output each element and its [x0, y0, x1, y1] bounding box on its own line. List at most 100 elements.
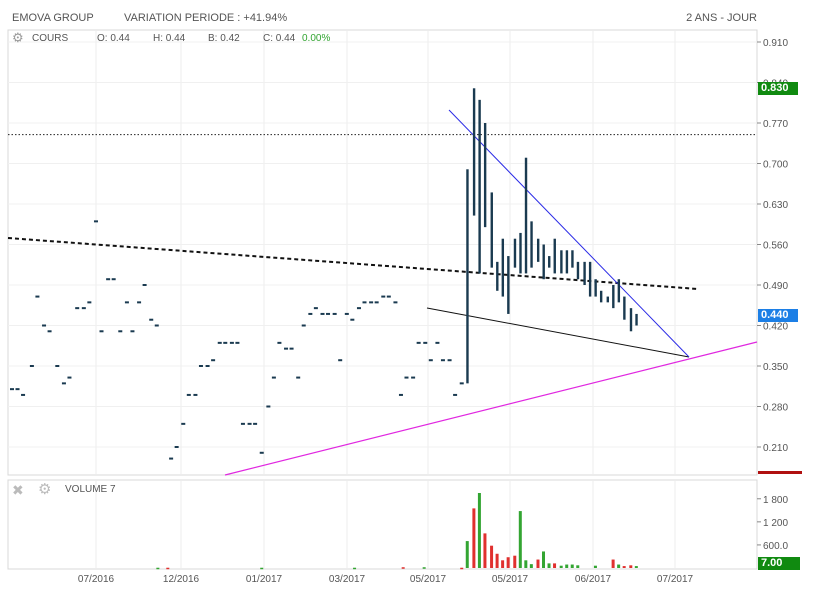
- price-dot: [247, 422, 252, 425]
- price-dot: [381, 295, 386, 298]
- ohlc-bar: [501, 238, 505, 297]
- price-dot: [240, 422, 245, 425]
- ohlc-bar: [553, 238, 556, 274]
- ohlc-bar: [560, 250, 563, 274]
- price-dot: [174, 446, 179, 448]
- price-dot: [356, 307, 361, 310]
- price-dot: [142, 284, 147, 286]
- price-dot: [320, 312, 325, 315]
- ohlc-bar: [606, 296, 609, 303]
- ohlc-bar: [472, 88, 476, 216]
- volume-bar: [617, 564, 621, 568]
- price-dot: [428, 359, 433, 362]
- price-last-marker: 0.440: [758, 309, 798, 322]
- volume-bar: [513, 555, 517, 568]
- volume-bar: [547, 563, 551, 568]
- price-dot: [47, 330, 52, 333]
- volume-tick-label: 600.0: [763, 541, 788, 552]
- ohlc-bar: [507, 256, 510, 314]
- ohlc-bar: [524, 157, 528, 274]
- y-tick-label: 0.280: [763, 403, 788, 414]
- price-dot: [332, 312, 337, 315]
- price-dot: [350, 318, 355, 321]
- volume-bar: [465, 541, 469, 568]
- price-dot: [99, 330, 104, 333]
- price-panel-title: COURS: [32, 33, 69, 44]
- y-tick-label: 0.490: [763, 281, 788, 292]
- y-tick-label: 0.560: [763, 241, 788, 252]
- price-dot: [29, 365, 34, 367]
- y-tick-label: 0.910: [763, 38, 788, 49]
- volume-bar: [542, 551, 546, 568]
- price-dot: [106, 278, 111, 281]
- price-dot: [93, 220, 98, 223]
- price-dot: [289, 347, 294, 350]
- volume-bar: [570, 564, 574, 568]
- close-value: C: 0.44: [263, 33, 296, 44]
- support-trendline: [426, 307, 690, 358]
- price-dot: [398, 393, 403, 396]
- x-tick-label: 07/2016: [78, 574, 115, 585]
- price-dot: [193, 393, 198, 396]
- close-icon[interactable]: ✖: [12, 482, 24, 498]
- x-tick-label: 03/2017: [329, 574, 366, 585]
- volume-bar: [460, 567, 464, 570]
- ohlc-bar: [617, 279, 621, 303]
- price-dot: [217, 341, 222, 344]
- price-dot: [118, 330, 123, 333]
- price-dot: [169, 457, 174, 460]
- company-name: EMOVA GROUP: [12, 12, 94, 24]
- price-dot: [326, 312, 331, 315]
- volume-bar: [576, 565, 580, 568]
- price-dot: [284, 347, 289, 350]
- price-dot: [411, 376, 416, 379]
- price-dot: [435, 341, 440, 344]
- volume-bar: [401, 567, 405, 569]
- gear-icon[interactable]: ⚙: [38, 481, 52, 498]
- ohlc-bar: [599, 290, 603, 303]
- price-dot: [181, 422, 186, 425]
- ohlc-bar: [623, 296, 626, 320]
- volume-bar: [490, 545, 494, 568]
- price-dot: [301, 324, 306, 327]
- volume-panel-title: VOLUME 7: [65, 484, 116, 495]
- price-dot: [42, 324, 47, 327]
- resistance-trendline: [7, 237, 699, 290]
- price-dot: [198, 365, 203, 367]
- ohlc-bar: [519, 232, 522, 274]
- price-dot: [149, 318, 154, 321]
- descending-trendline: [448, 109, 690, 358]
- price-dot: [271, 376, 276, 379]
- volume-bar: [422, 567, 426, 569]
- price-dot: [154, 324, 159, 327]
- open-value: O: 0.44: [97, 33, 130, 44]
- ohlc-bar: [536, 238, 540, 262]
- price-dot: [15, 388, 20, 391]
- x-tick-label: 05/2017: [492, 574, 529, 585]
- volume-bar: [472, 508, 476, 568]
- price-dot: [21, 393, 26, 396]
- price-dot: [67, 376, 72, 379]
- volume-bars: [156, 493, 638, 570]
- price-dot: [10, 388, 14, 391]
- volume-bar: [524, 560, 528, 568]
- period-selector[interactable]: 2 ANS - JOUR: [686, 12, 757, 24]
- ascending-trendline: [224, 341, 758, 476]
- price-high-marker: 0.830: [758, 82, 798, 95]
- volume-bar: [156, 567, 160, 570]
- price-dot: [453, 393, 458, 396]
- volume-bar: [611, 559, 615, 568]
- price-dot: [374, 301, 379, 304]
- price-dot: [87, 301, 92, 304]
- price-dot: [440, 359, 445, 362]
- volume-bar: [166, 567, 170, 570]
- volume-marker: 7.00: [758, 557, 800, 570]
- volume-bar: [634, 566, 638, 568]
- ohlc-bar: [483, 123, 487, 228]
- ohlc-bar: [588, 261, 592, 297]
- y-tick-label: 0.350: [763, 362, 788, 373]
- ohlc-bar: [571, 250, 574, 268]
- volume-bar: [506, 557, 510, 568]
- gear-icon[interactable]: ⚙: [12, 30, 24, 45]
